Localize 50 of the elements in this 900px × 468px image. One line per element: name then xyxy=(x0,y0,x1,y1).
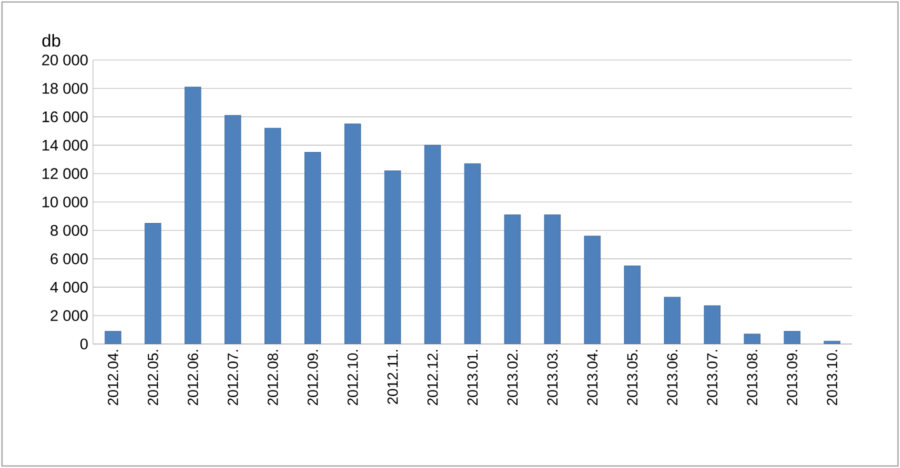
y-tick-label: 18 000 xyxy=(42,82,88,94)
bar xyxy=(464,163,481,344)
x-tick-label: 2013.10. xyxy=(826,350,838,406)
x-tick-label: 2013.02. xyxy=(507,350,518,406)
x-tick-label: 2012.06. xyxy=(188,350,198,406)
y-axis-title: db xyxy=(42,34,60,47)
y-tick-label: 14 000 xyxy=(42,140,88,151)
x-tick-label: 2013.04. xyxy=(587,350,598,406)
x-tick-label: 2012.05. xyxy=(148,350,158,406)
bar xyxy=(544,214,561,344)
x-tick-label: 2013.05. xyxy=(627,350,638,406)
x-tick-label: 2013.07. xyxy=(707,350,718,406)
bar xyxy=(784,330,800,344)
x-tick-label: 2013.03. xyxy=(547,350,558,406)
x-tick-label: 2012.11. xyxy=(387,350,398,404)
bar xyxy=(624,266,641,344)
bar xyxy=(264,128,282,344)
y-tick-label: 2 000 xyxy=(50,310,88,322)
x-tick-label: 2012.07. xyxy=(228,350,238,406)
bar xyxy=(744,334,760,344)
x-tick-label: 2012.10. xyxy=(348,350,358,406)
x-tick-label: 2013.09. xyxy=(786,350,798,406)
y-tick-label: 20 000 xyxy=(42,54,88,66)
bar xyxy=(664,296,681,344)
x-tick-label: 2013.06. xyxy=(667,350,678,406)
y-tick-label: 6 000 xyxy=(50,253,88,264)
y-tick-label: 4 000 xyxy=(50,282,88,293)
bar xyxy=(704,305,720,344)
y-tick-label: 12 000 xyxy=(42,168,88,180)
bar xyxy=(424,144,441,344)
x-tick-label: 2012.08. xyxy=(268,350,278,406)
bar xyxy=(344,124,361,344)
bar xyxy=(504,214,521,344)
x-tick-label: 2012.04. xyxy=(108,350,118,406)
bar xyxy=(104,330,122,344)
x-tick-label: 2013.01. xyxy=(467,350,478,406)
y-tick-label: 0 xyxy=(80,338,88,350)
x-tick-label: 2012.12. xyxy=(427,350,438,406)
y-tick-label: 10 000 xyxy=(42,196,88,208)
bar xyxy=(144,223,162,344)
bar xyxy=(304,152,322,344)
y-tick-label: 8 000 xyxy=(50,224,88,236)
x-tick-label: 2012.09. xyxy=(308,350,318,406)
bar xyxy=(184,86,202,344)
bar xyxy=(384,170,401,344)
bar xyxy=(824,340,840,344)
bar xyxy=(584,236,601,344)
x-tick-label: 2013.08. xyxy=(746,350,758,406)
y-tick-label: 16 000 xyxy=(42,111,88,122)
bar xyxy=(224,115,242,344)
